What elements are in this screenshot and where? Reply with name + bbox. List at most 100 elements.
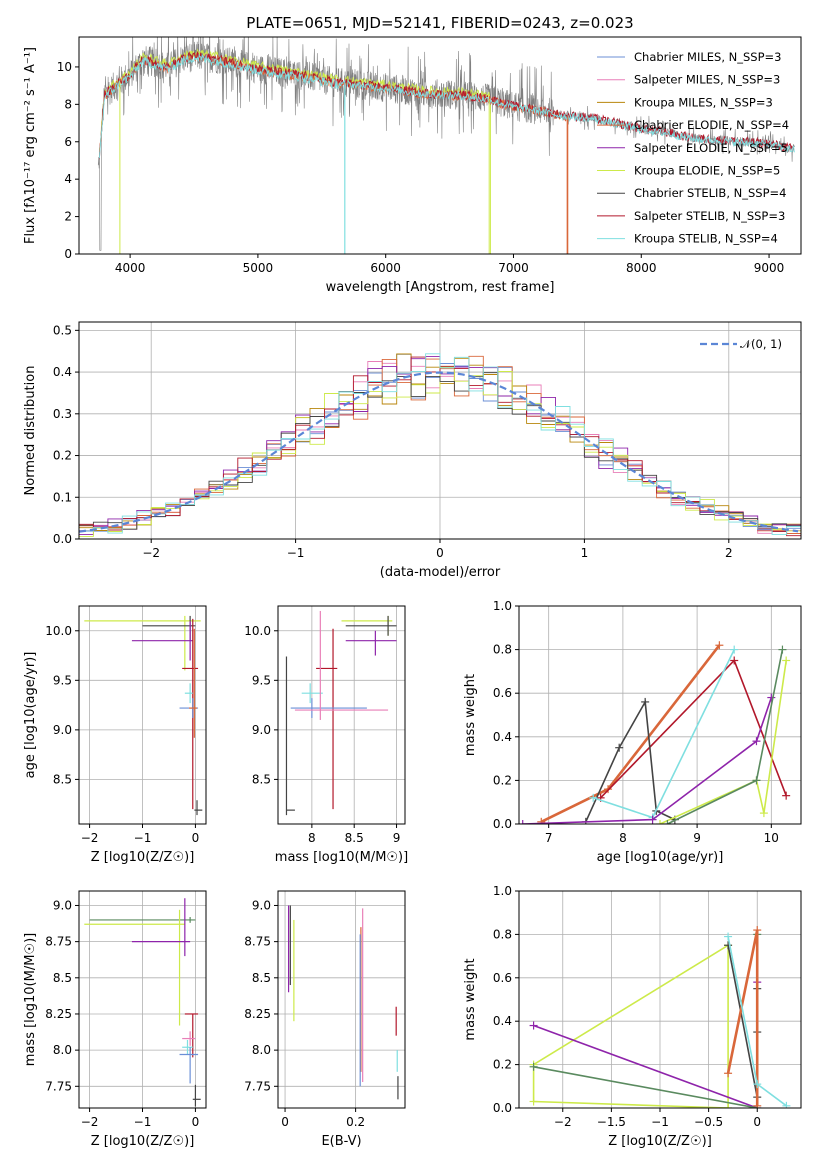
y-tick-label: 0.1	[53, 490, 72, 504]
series-marker	[615, 743, 624, 752]
error-bar-point	[294, 610, 389, 720]
plot-area	[79, 353, 801, 537]
y-tick-label: 0.6	[493, 686, 512, 700]
y-tick-label: 6	[64, 135, 72, 149]
series-line	[522, 697, 773, 824]
y-tick-label: 7.75	[244, 1079, 271, 1093]
series-marker	[663, 820, 672, 824]
error-bar-point	[182, 1040, 193, 1055]
figure-title: PLATE=0651, MJD=52141, FIBERID=0243, z=0…	[246, 14, 633, 32]
y-tick-label: 1.0	[493, 884, 512, 898]
y-tick-label: 10.0	[244, 624, 271, 638]
x-tick-label: −2	[81, 1115, 99, 1129]
x-tick-label: 8	[308, 831, 316, 845]
error-bar-point	[142, 615, 196, 641]
y-axis-label: mass weight	[463, 674, 478, 756]
series-marker	[724, 1104, 733, 1108]
y-tick-label: 8.5	[53, 971, 72, 985]
error-bar-point	[285, 656, 295, 816]
series-marker	[529, 1021, 538, 1030]
error-bar-point	[301, 683, 323, 704]
x-tick-label: −1	[134, 831, 152, 845]
y-tick-label: 9.0	[53, 723, 72, 737]
legend-label: Salpeter ELODIE, N_SSP=5	[634, 141, 788, 155]
plot-area	[519, 641, 791, 824]
x-tick-label: 0	[753, 1115, 761, 1129]
x-tick-label: 0	[192, 1115, 200, 1129]
x-tick-label: 0	[281, 1115, 289, 1129]
axes-frame	[78, 36, 802, 255]
error-bar-point	[290, 698, 367, 718]
error-bar-point	[182, 1031, 196, 1046]
legend-label: Chabrier STELIB, N_SSP=4	[634, 186, 786, 200]
error-bar-point	[84, 909, 185, 1026]
plot-area	[84, 898, 201, 1107]
series-marker	[782, 656, 791, 665]
x-tick-label: 9000	[754, 261, 785, 275]
x-axis-label: E(B-V)	[321, 1134, 361, 1149]
y-axis-label: age [log10(age/yr)]	[23, 652, 38, 779]
error-bar-point	[192, 1084, 201, 1107]
series-marker	[782, 791, 791, 800]
series-marker	[537, 817, 546, 824]
plot-area	[84, 615, 203, 816]
y-axis-label: mass weight	[463, 958, 478, 1040]
y-tick-label: 4	[64, 172, 72, 186]
legend-label: Salpeter MILES, N_SSP=3	[634, 73, 780, 87]
series-line	[659, 660, 787, 824]
y-tick-label: 8.5	[53, 772, 72, 786]
y-axis-label: Flux [fλ10⁻¹⁷ erg cm⁻² s⁻¹ A⁻¹]	[23, 47, 38, 244]
series-marker	[724, 941, 733, 950]
series-marker	[715, 641, 724, 650]
legend-label: Kroupa ELODIE, N_SSP=5	[634, 164, 780, 178]
y-tick-label: 0.4	[493, 730, 512, 744]
series-marker	[767, 693, 776, 702]
x-tick-label: 6000	[370, 261, 401, 275]
mass-vs-extinction-panel: 0 0.2 7.75 8.0 8.25 8.5 8.75 9.0 E(B-V)	[244, 890, 406, 1149]
y-tick-label: 0.4	[53, 365, 72, 379]
error-bar-point	[189, 628, 198, 738]
mass-weight-vs-metallicity-panel: −2 −1.5 −1 −0.5 0 0.0 0.2 0.4 0.6 0.8 1.0 Z [log10(…	[463, 884, 802, 1149]
model-spectrum	[98, 53, 346, 254]
axes-frame	[518, 605, 802, 825]
plot-area	[529, 926, 791, 1108]
x-tick-label: −1	[287, 546, 305, 560]
y-tick-label: 0.8	[493, 643, 512, 657]
series-marker	[782, 1101, 791, 1108]
y-tick-label: 0.6	[493, 971, 512, 985]
axes-frame	[518, 890, 802, 1109]
y-tick-label: 8.75	[45, 935, 72, 949]
series-marker	[752, 776, 761, 785]
legend-label: Chabrier MILES, N_SSP=3	[634, 50, 781, 64]
plot-area	[285, 610, 397, 816]
series-marker	[724, 932, 733, 941]
error-bar-point	[345, 615, 397, 636]
residuals-panel: −2 −1 0 1 2 0.0 0.1 0.2 0.3 0.4 0.5 (data-model)/er…	[23, 321, 802, 580]
error-bar-point	[316, 628, 338, 810]
x-tick-label: 9	[393, 831, 401, 845]
residual-histogram	[79, 356, 801, 537]
series-marker	[529, 1097, 538, 1106]
series-marker	[730, 645, 739, 654]
axes-frame	[78, 321, 802, 540]
y-tick-label: 9.5	[53, 673, 72, 687]
y-tick-label: 0.3	[53, 407, 72, 421]
y-tick-label: 10	[57, 60, 72, 74]
y-tick-label: 0.0	[493, 817, 512, 831]
x-axis-label: Z [log10(Z/Z☉)]	[91, 1134, 195, 1149]
error-bar-point	[131, 898, 191, 957]
x-axis-label: age [log10(age/yr)]	[597, 850, 724, 865]
x-axis-label: mass [log10(M/M☉)]	[275, 850, 408, 865]
error-bar-point	[184, 683, 193, 704]
y-tick-label: 0	[64, 247, 72, 261]
error-bar-point	[84, 615, 201, 671]
axes-frame	[277, 605, 406, 825]
x-tick-label: 0	[192, 831, 200, 845]
y-tick-label: 2	[64, 210, 72, 224]
error-bar-point	[345, 630, 397, 656]
y-tick-label: 8.0	[53, 1043, 72, 1057]
series-marker	[753, 1101, 762, 1108]
x-tick-label: 8	[619, 831, 627, 845]
y-tick-label: 0.8	[493, 927, 512, 941]
x-tick-label: −2	[81, 831, 99, 845]
